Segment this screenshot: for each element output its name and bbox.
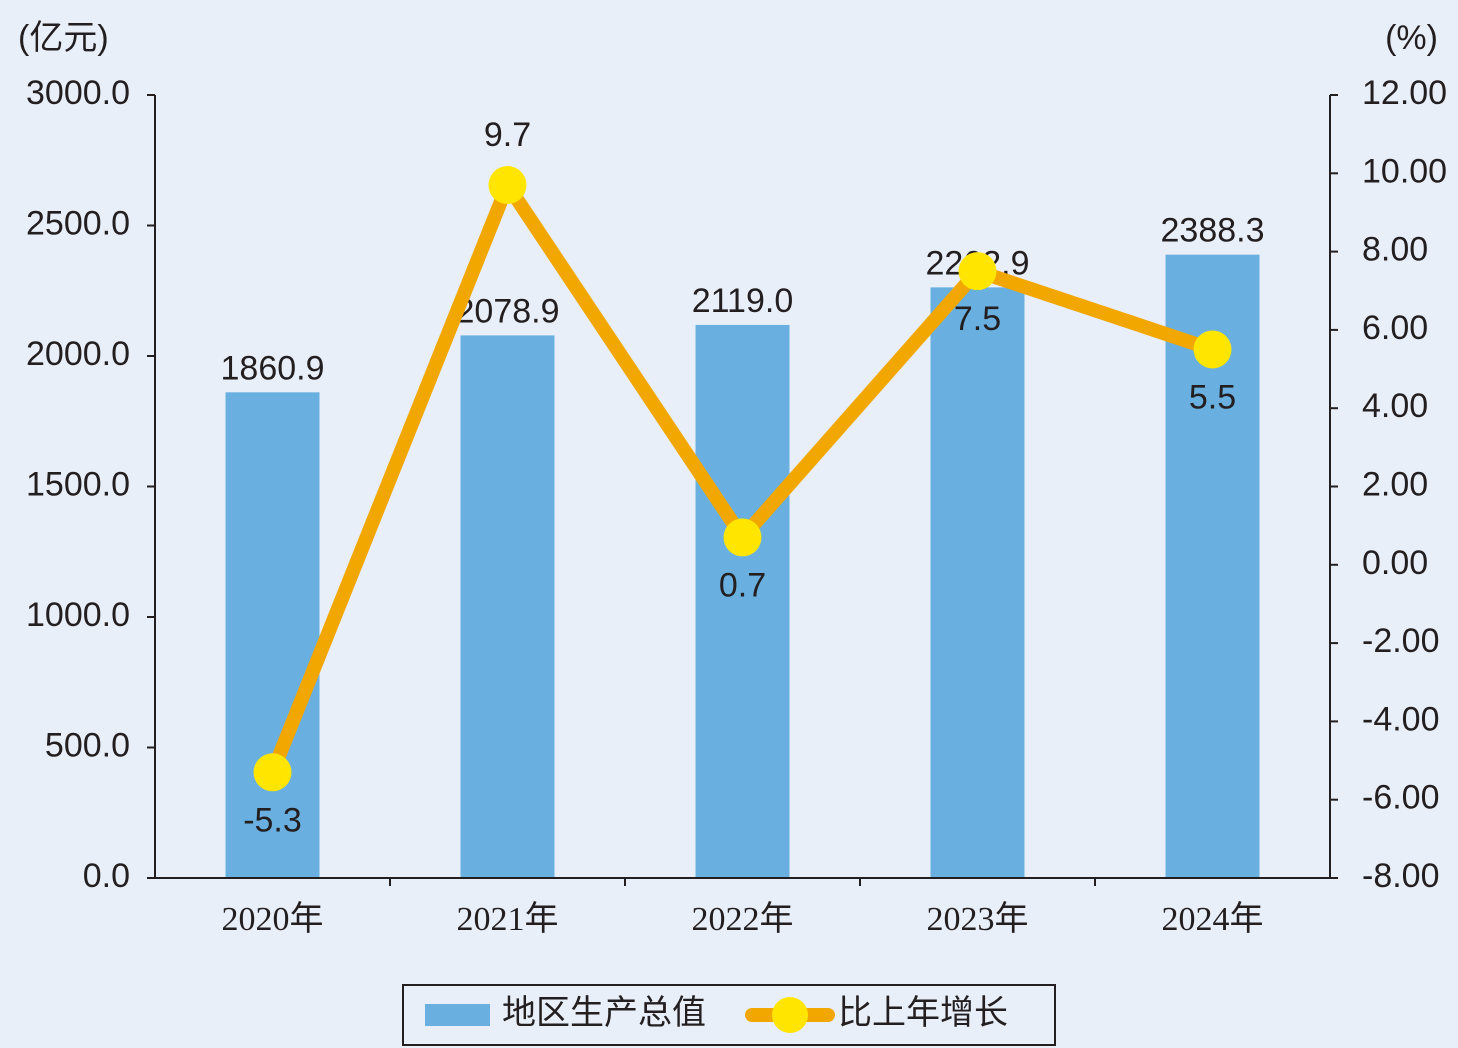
y2-tick-label: -4.00 xyxy=(1362,700,1440,738)
line-value-label: 5.5 xyxy=(1189,378,1236,416)
y-axis-title: (亿元) xyxy=(18,19,109,57)
line-value-label: 0.7 xyxy=(719,566,766,604)
legend-label: 地区生产总值 xyxy=(502,994,706,1032)
y2-tick-label: 6.00 xyxy=(1362,309,1428,347)
y2-tick-label: 8.00 xyxy=(1362,231,1428,269)
y2-tick-label: 10.00 xyxy=(1362,152,1447,190)
y2-axis-title: (%) xyxy=(1385,19,1438,57)
line-marker xyxy=(1193,330,1232,369)
y-tick-label: 1000.0 xyxy=(26,596,130,634)
bar xyxy=(225,392,320,878)
bar xyxy=(460,335,555,878)
bar xyxy=(930,287,1025,879)
line-value-label: 9.7 xyxy=(484,116,531,154)
bar-value-label: 2078.9 xyxy=(456,292,560,330)
line-value-label: -5.3 xyxy=(243,801,302,839)
x-tick-label: 2024年 xyxy=(1162,900,1264,938)
line-value-label: 7.5 xyxy=(954,300,1001,338)
x-tick-label: 2023年 xyxy=(927,900,1029,938)
y-tick-label: 500.0 xyxy=(45,726,130,764)
line-marker xyxy=(958,252,997,291)
x-tick-label: 2020年 xyxy=(222,900,324,938)
line-marker xyxy=(723,518,762,557)
y-tick-label: 3000.0 xyxy=(26,74,130,112)
line-marker xyxy=(253,753,292,792)
legend-marker xyxy=(772,997,808,1033)
y2-tick-label: 12.00 xyxy=(1362,74,1447,112)
bar-value-label: 1860.9 xyxy=(221,349,325,387)
y-tick-label: 0.0 xyxy=(83,857,130,895)
legend-swatch xyxy=(425,1004,490,1026)
y2-tick-label: 2.00 xyxy=(1362,465,1428,503)
y2-tick-label: -8.00 xyxy=(1362,857,1440,895)
x-tick-label: 2021年 xyxy=(457,900,559,938)
y-tick-label: 1500.0 xyxy=(26,465,130,503)
y-tick-label: 2500.0 xyxy=(26,204,130,242)
y2-tick-label: 0.00 xyxy=(1362,544,1428,582)
legend-label: 比上年增长 xyxy=(838,994,1008,1032)
legend-box xyxy=(402,984,1056,1046)
bar-value-label: 2388.3 xyxy=(1161,212,1265,250)
y2-tick-label: 4.00 xyxy=(1362,387,1428,425)
legend: 地区生产总值 比上年增长 xyxy=(402,984,1056,1046)
y2-tick-label: -2.00 xyxy=(1362,622,1440,660)
bar xyxy=(695,324,790,878)
bar-value-label: 2119.0 xyxy=(692,282,793,320)
y-tick-label: 2000.0 xyxy=(26,335,130,373)
y2-tick-label: -6.00 xyxy=(1362,779,1440,817)
line-marker xyxy=(488,166,527,205)
x-tick-label: 2022年 xyxy=(692,900,794,938)
